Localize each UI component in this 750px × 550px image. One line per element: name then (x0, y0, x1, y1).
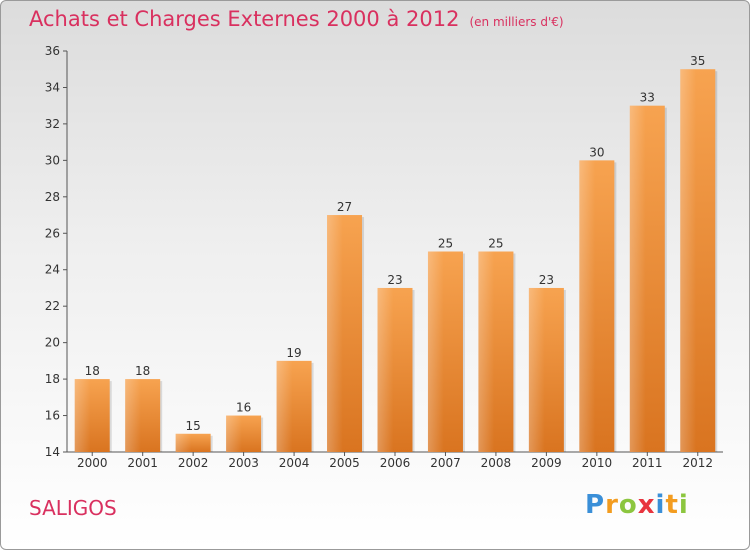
logo-letter: r (605, 490, 619, 520)
bar-highlight (175, 433, 192, 452)
x-tick-label: 2003 (228, 456, 259, 470)
logo-letter: o (618, 490, 638, 520)
logo-letter: i (655, 490, 666, 520)
x-tick-label: 2002 (178, 456, 209, 470)
y-tick-label: 14 (45, 445, 60, 459)
bar-highlight (327, 215, 343, 452)
chart-title-text: Achats et Charges Externes 2000 à 2012 (29, 7, 460, 31)
y-tick-label: 22 (45, 299, 60, 313)
y-tick-label: 32 (45, 117, 60, 131)
bar-highlight (276, 360, 293, 452)
y-tick-label: 30 (45, 153, 60, 167)
x-tick-label: 2004 (279, 456, 310, 470)
x-tick-label: 2007 (430, 456, 461, 470)
data-label: 33 (640, 91, 655, 105)
bar-highlight (74, 379, 91, 452)
y-tick-label: 26 (45, 226, 60, 240)
y-tick-label: 20 (45, 336, 60, 350)
chart-title: Achats et Charges Externes 2000 à 2012 (e… (29, 7, 564, 31)
bar-highlight (629, 105, 646, 452)
chart-subtitle: (en milliers d'€) (469, 15, 564, 29)
data-label: 15 (186, 419, 201, 433)
data-label: 18 (85, 364, 100, 378)
data-label: 19 (286, 346, 301, 360)
data-label: 25 (488, 237, 503, 251)
bar-highlight (478, 251, 495, 452)
y-tick-label: 16 (45, 409, 60, 423)
x-tick-label: 2010 (582, 456, 613, 470)
bar-highlight (680, 69, 697, 453)
y-tick-label: 36 (45, 44, 60, 58)
logo-letter: P (585, 490, 606, 520)
data-label: 30 (589, 145, 604, 159)
x-tick-label: 2009 (531, 456, 562, 470)
x-tick-label: 2012 (682, 456, 713, 470)
bar-highlight (377, 287, 394, 452)
data-label: 18 (135, 364, 150, 378)
x-tick-label: 2011 (632, 456, 663, 470)
data-label: 27 (337, 200, 352, 214)
logo-letter: i (678, 490, 689, 520)
data-label: 25 (438, 237, 453, 251)
bar-highlight (226, 415, 242, 452)
logo-letter: t (665, 490, 679, 520)
bar-highlight (427, 251, 444, 452)
x-tick-label: 2005 (329, 456, 360, 470)
x-tick-label: 2001 (127, 456, 158, 470)
proxiti-logo: Proxiti (585, 490, 689, 520)
commune-name: SALIGOS (29, 496, 117, 520)
data-label: 23 (539, 273, 554, 287)
data-label: 16 (236, 401, 251, 415)
y-tick-label: 28 (45, 190, 60, 204)
logo-letter: x (637, 490, 656, 520)
y-tick-label: 24 (45, 263, 60, 277)
y-tick-label: 34 (45, 80, 60, 94)
bar-highlight (579, 160, 596, 452)
data-label: 23 (387, 273, 402, 287)
y-tick-label: 18 (45, 372, 60, 386)
x-tick-label: 2008 (481, 456, 512, 470)
bar-highlight (125, 379, 141, 452)
data-label: 35 (690, 54, 705, 68)
bar-highlight (528, 287, 545, 452)
x-tick-label: 2000 (77, 456, 108, 470)
x-tick-label: 2006 (380, 456, 411, 470)
